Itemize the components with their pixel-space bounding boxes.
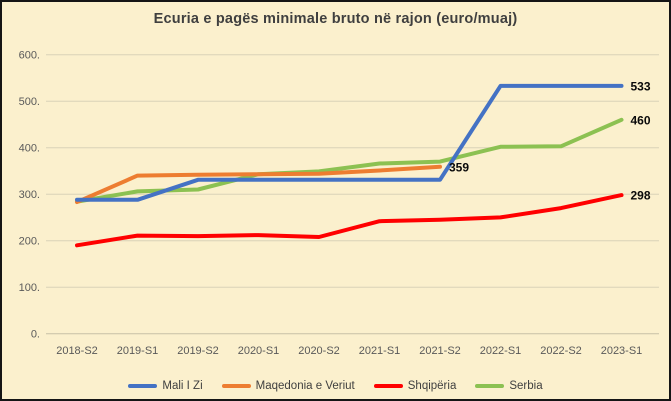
series-line-maqedonia-e-veriut — [75, 164, 442, 205]
x-axis-category-label: 2019-S1 — [117, 345, 159, 357]
data-label-298: 298 — [631, 189, 651, 203]
legend-line-swatch-green — [475, 384, 505, 388]
legend-line-swatch-red — [373, 384, 403, 388]
legend-label: Serbia — [509, 380, 543, 392]
x-axis-category-label: 2022-S1 — [480, 345, 522, 357]
data-label-359: 359 — [449, 160, 469, 174]
legend-label: Maqedonia e Veriut — [255, 380, 355, 392]
y-axis-tick-label: 500. — [19, 96, 40, 108]
x-axis-category-label: 2019-S2 — [177, 345, 219, 357]
x-axis-category-label: 2020-S2 — [298, 345, 340, 357]
series-line-mali-i-zi — [75, 83, 624, 202]
y-axis-tick-label: 300. — [19, 189, 40, 201]
x-axis-category-label: 2018-S2 — [56, 345, 98, 357]
x-axis-category-label: 2023-S1 — [601, 345, 643, 357]
y-axis-tick-label: 200. — [19, 236, 40, 248]
legend-item-shqiperia: Shqipëria — [373, 380, 457, 392]
series-line-shqipëria — [75, 193, 624, 248]
legend-label: Mali I Zi — [162, 380, 203, 392]
x-axis-category-label: 2021-S2 — [419, 345, 461, 357]
legend-item-serbia: Serbia — [475, 380, 543, 392]
y-axis-tick-label: 0. — [31, 329, 40, 341]
legend-line-swatch-blue — [128, 384, 158, 388]
data-label-460: 460 — [631, 113, 651, 127]
chart-legend: Mali I Zi Maqedonia e Veriut Shqipëria S… — [2, 380, 669, 392]
y-axis-tick-label: 100. — [19, 282, 40, 294]
series-line-serbia — [75, 117, 624, 204]
x-axis-category-label: 2021-S1 — [359, 345, 401, 357]
x-axis-category-label: 2022-S2 — [540, 345, 582, 357]
data-label-533: 533 — [631, 79, 651, 93]
chart-title: Ecuria e pagës minimale bruto në rajon (… — [153, 11, 518, 27]
y-axis-tick-label: 600. — [19, 50, 40, 62]
x-axis-category-label: 2020-S1 — [238, 345, 280, 357]
legend-label: Shqipëria — [407, 380, 457, 392]
legend-item-mali-i-zi: Mali I Zi — [128, 380, 203, 392]
y-axis-tick-label: 400. — [19, 143, 40, 155]
legend-item-maqedonia-e-veriut: Maqedonia e Veriut — [221, 380, 355, 392]
legend-line-swatch-orange — [221, 384, 251, 388]
